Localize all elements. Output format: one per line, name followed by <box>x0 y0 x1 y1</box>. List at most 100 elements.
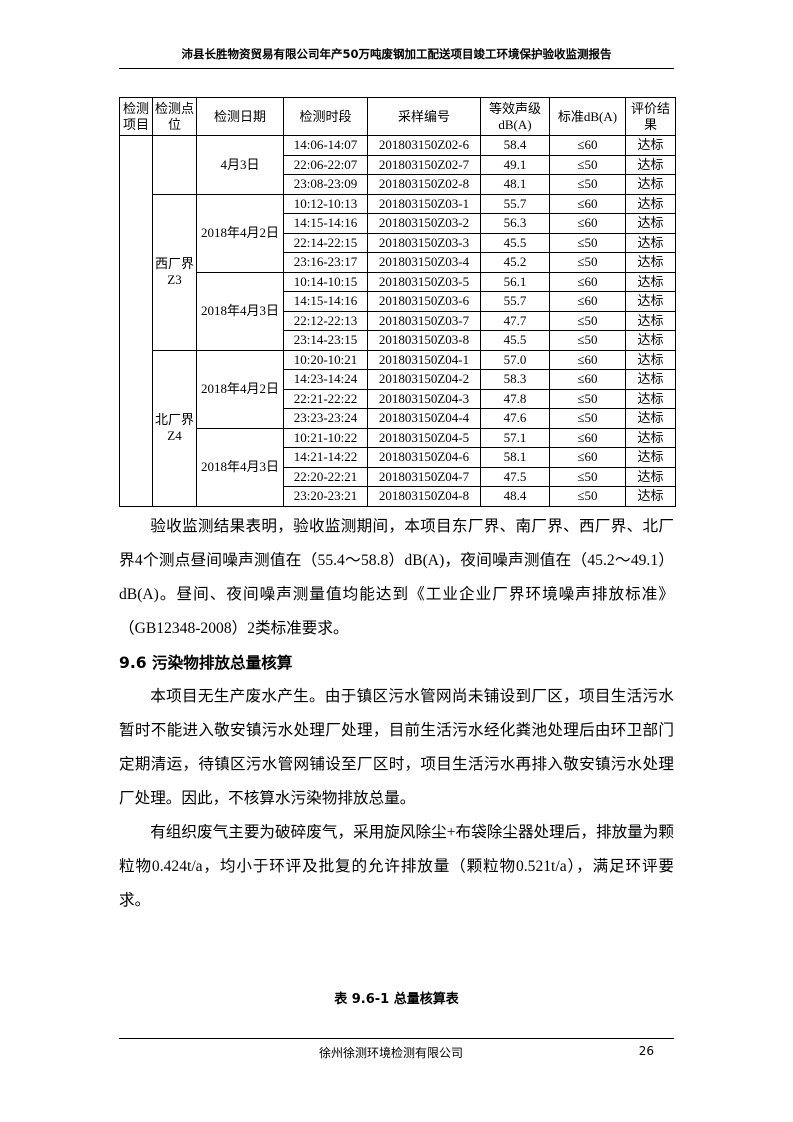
data-cell: ≤50 <box>549 174 626 195</box>
data-cell: 达标 <box>625 154 676 175</box>
data-cell: 达标 <box>625 193 676 214</box>
data-cell: 201803150Z04-4 <box>367 408 481 429</box>
point-cell: 北厂界Z4 <box>152 349 197 507</box>
data-cell: 47.6 <box>480 408 550 429</box>
data-cell: 49.1 <box>480 154 550 175</box>
data-cell: 22:14-22:15 <box>283 232 368 253</box>
data-cell: ≤50 <box>549 408 626 429</box>
data-cell: ≤50 <box>549 330 626 351</box>
data-cell: ≤60 <box>549 427 626 448</box>
data-row: 2018年4月3日 10:14-10:15 201803150Z03-5 56.1 ≤6… <box>120 271 676 351</box>
data-cell: 达标 <box>625 369 676 390</box>
header-cell: 标准dB(A) <box>549 97 626 136</box>
data-row: 23:16-23:17 201803150Z03-4 45.2 ≤50 达标 <box>120 252 676 273</box>
data-cell: 201803150Z04-8 <box>367 486 481 507</box>
data-cell: 201803150Z03-8 <box>367 330 481 351</box>
section-heading: 9.6 污染物排放总量核算 <box>119 654 293 672</box>
paragraph: 有组织废气主要为破碎废气，采用旋风除尘+布袋除尘器处理后，排放量为颗粒物0.42… <box>119 824 674 909</box>
data-row: 4月3日 14:06-14:07 201803150Z02-6 58.4 ≤60 达标 <box>119 135 676 507</box>
header-cell: 采样编号 <box>367 97 481 136</box>
data-cell: 57.1 <box>480 427 550 448</box>
data-row: 北厂界Z4 2018年4月2日 10:20-10:21 201803150Z04-1 5… <box>120 349 676 507</box>
data-cell: 45.5 <box>480 232 550 253</box>
data-cell: 56.1 <box>480 271 550 292</box>
data-cell: 达标 <box>625 213 676 234</box>
data-cell: 201803150Z03-2 <box>367 213 481 234</box>
data-cell: 58.3 <box>480 369 550 390</box>
date-cell: 2018年4月2日 <box>196 349 284 429</box>
data-cell: 23:16-23:17 <box>283 252 368 273</box>
data-cell: ≤60 <box>549 291 626 312</box>
footer: 徐州徐测环境检测有限公司 26 <box>119 1038 674 1061</box>
data-cell: 201803150Z03-5 <box>367 271 481 292</box>
data-cell: 201803150Z04-2 <box>367 369 481 390</box>
data-cell: 达标 <box>625 271 676 292</box>
header-cell: 检测日期 <box>196 97 284 136</box>
data-cell: 14:15-14:16 <box>283 213 368 234</box>
data-cell: ≤60 <box>549 135 626 156</box>
data-cell: 201803150Z04-5 <box>367 427 481 448</box>
paragraph: 验收监测结果表明，验收监测期间，本项目东厂界、南厂界、西厂界、北厂界4个测点昼间… <box>119 518 674 637</box>
data-cell: 达标 <box>625 291 676 312</box>
data-cell: 10:12-10:13 <box>283 193 368 214</box>
data-cell: ≤50 <box>549 466 626 487</box>
data-cell: 14:23-14:24 <box>283 369 368 390</box>
table-caption: 表 9.6-1 总量核算表 <box>334 992 459 1007</box>
data-cell: 55.7 <box>480 291 550 312</box>
data-cell: 14:21-14:22 <box>283 447 368 468</box>
data-cell: ≤50 <box>549 388 626 409</box>
data-cell: 201803150Z03-7 <box>367 310 481 331</box>
data-cell: ≤50 <box>549 232 626 253</box>
data-cell: ≤60 <box>549 447 626 468</box>
data-cell: 58.4 <box>480 135 550 156</box>
data-cell: 201803150Z02-6 <box>367 135 481 156</box>
data-cell: ≤50 <box>549 486 626 507</box>
data-row: 23:20-23:21 201803150Z04-8 48.4 ≤50 达标 <box>120 486 676 507</box>
data-cell: ≤60 <box>549 369 626 390</box>
data-row: 西厂界Z3 2018年4月2日 10:12-10:13 201803150Z03-1 5… <box>120 193 676 351</box>
data-cell: 48.4 <box>480 486 550 507</box>
data-cell: ≤60 <box>549 193 626 214</box>
data-cell: 47.7 <box>480 310 550 331</box>
data-cell: 达标 <box>625 330 676 351</box>
data-cell: 45.2 <box>480 252 550 273</box>
data-cell: ≤60 <box>549 271 626 292</box>
data-row: 23:14-23:15 201803150Z03-8 45.5 ≤50 达标 <box>120 330 676 351</box>
data-cell: 14:06-14:07 <box>283 135 368 156</box>
header-cell: 检测点位 <box>152 97 197 136</box>
noise-table: 检测项目 检测点位 检测日期 检测时段 采样编号 等效声级dB(A) 标准dB(A) 评价结果… <box>119 97 676 507</box>
data-cell: 10:14-10:15 <box>283 271 368 292</box>
data-cell: 22:06-22:07 <box>283 154 368 175</box>
point-cell <box>152 135 197 195</box>
data-row: 22:14-22:15 201803150Z03-3 45.5 ≤50 达标 <box>120 232 676 253</box>
header-cell: 评价结果 <box>625 97 676 136</box>
data-row: 14:21-14:22 201803150Z04-6 58.1 ≤60 达标 <box>120 447 676 468</box>
data-cell: 10:21-10:22 <box>283 427 368 448</box>
data-cell: 201803150Z03-4 <box>367 252 481 273</box>
data-cell: 10:20-10:21 <box>283 349 368 370</box>
data-row: 14:15-14:16 201803150Z03-2 56.3 ≤60 达标 <box>120 213 676 234</box>
data-cell: 45.5 <box>480 330 550 351</box>
data-cell: 201803150Z02-8 <box>367 174 481 195</box>
data-cell: ≤60 <box>549 349 626 370</box>
page-number: 26 <box>638 1044 654 1058</box>
data-row: 22:21-22:22 201803150Z04-3 47.8 ≤50 达标 <box>120 388 676 409</box>
data-cell: 达标 <box>625 232 676 253</box>
data-cell: ≤50 <box>549 154 626 175</box>
point-cell: 西厂界Z3 <box>152 193 197 351</box>
paragraph: 本项目无生产废水产生。由于镇区污水管网尚未铺设到厂区，项目生活污水暂时不能进入敬… <box>119 688 674 807</box>
data-row: 23:23-23:24 201803150Z04-4 47.6 ≤50 达标 <box>120 408 676 429</box>
data-cell: 达标 <box>625 349 676 370</box>
header-row: 检测项目 检测点位 检测日期 检测时段 采样编号 等效声级dB(A) 标准dB(A) 评价结果 <box>119 97 676 136</box>
data-cell: 达标 <box>625 447 676 468</box>
data-cell: 达标 <box>625 408 676 429</box>
data-cell: 达标 <box>625 252 676 273</box>
data-cell: 47.8 <box>480 388 550 409</box>
data-cell: ≤60 <box>549 213 626 234</box>
data-cell: ≤50 <box>549 252 626 273</box>
data-cell: 达标 <box>625 388 676 409</box>
data-cell: 22:21-22:22 <box>283 388 368 409</box>
data-row: 2018年4月3日 10:21-10:22 201803150Z04-5 57.1 ≤6… <box>120 427 676 507</box>
data-cell: 47.5 <box>480 466 550 487</box>
